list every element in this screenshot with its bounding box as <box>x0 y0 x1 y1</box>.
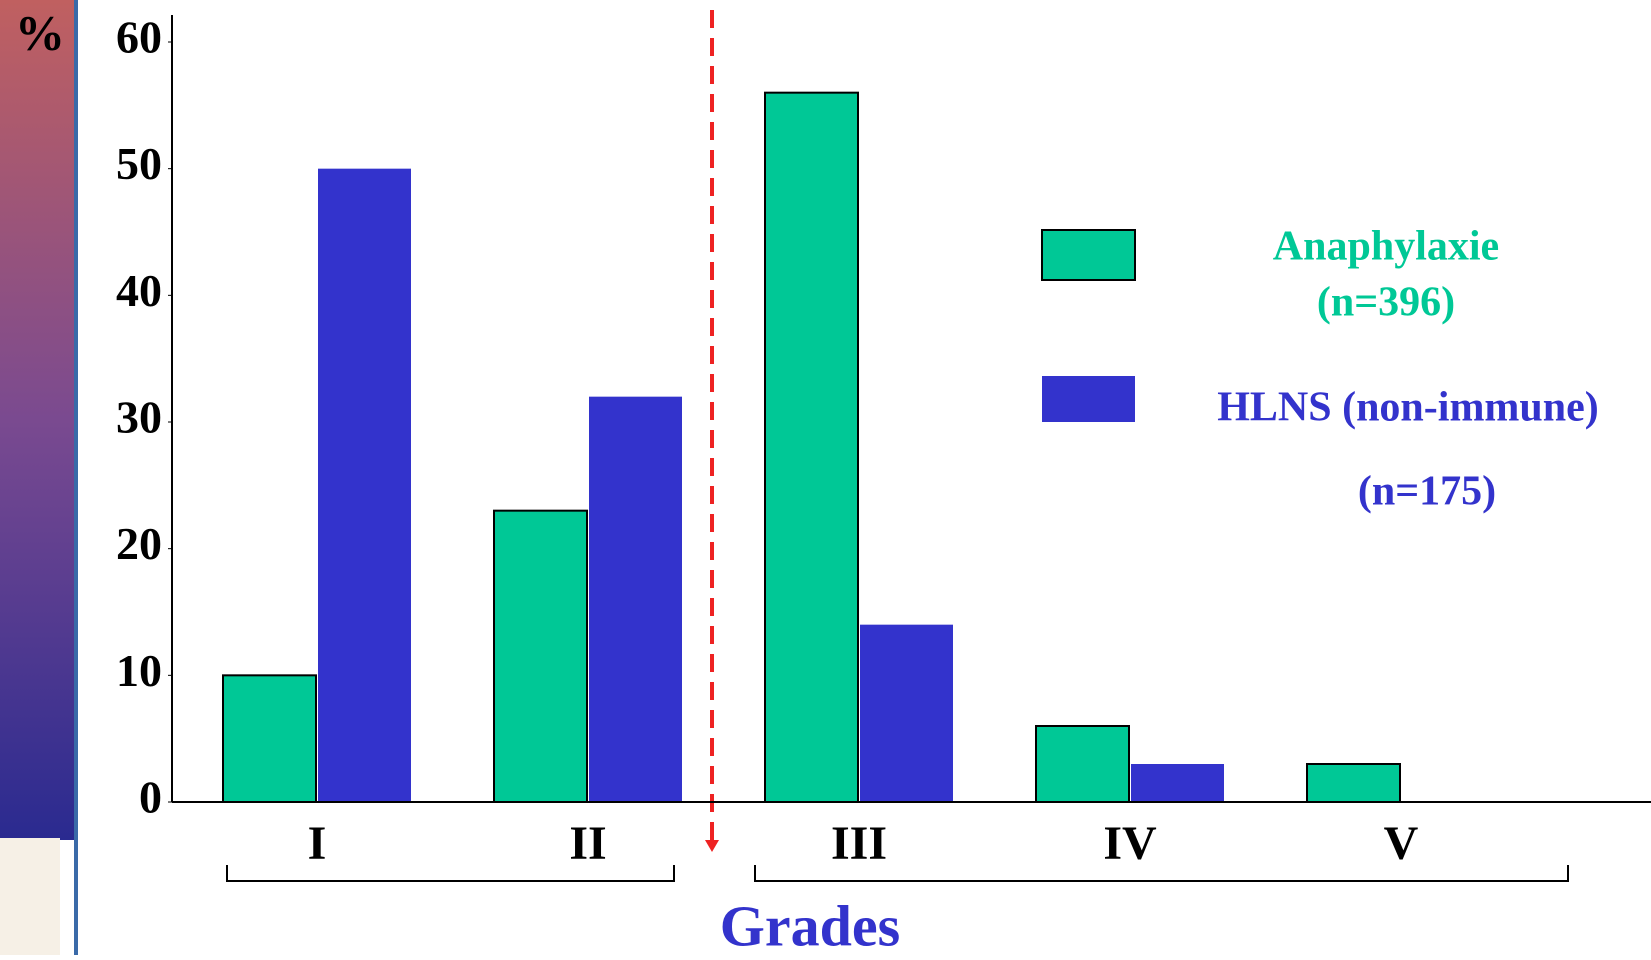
legend-note: (n=175) <box>1358 469 1496 515</box>
bar <box>1307 764 1400 802</box>
y-tick-label: 40 <box>116 265 162 316</box>
y-tick-label: 20 <box>116 518 162 569</box>
separator-arrow <box>705 840 719 852</box>
bar <box>860 625 953 802</box>
y-tick-label: 50 <box>116 138 162 189</box>
x-axis-label: Grades <box>720 893 900 955</box>
chart: % Grades 0102030405060IIIIIIIVVAnaphylax… <box>0 0 1651 955</box>
y-tick-label: 60 <box>116 12 162 63</box>
x-tick-label: II <box>569 817 606 870</box>
y-tick-label: 30 <box>116 392 162 443</box>
legend-swatch <box>1042 376 1135 422</box>
bar <box>589 397 682 802</box>
legend-swatch <box>1042 230 1135 280</box>
bar <box>1131 764 1224 802</box>
bracket <box>227 865 674 881</box>
bar <box>318 169 411 802</box>
page: {"chart_data": {"type": "bar", "y_label"… <box>0 0 1651 955</box>
bar <box>1036 726 1129 802</box>
x-tick-label: III <box>831 817 887 870</box>
legend-label: HLNS (non-immune) <box>1217 385 1599 431</box>
x-tick-label: IV <box>1103 817 1157 870</box>
bar <box>765 93 858 802</box>
legend-note: (n=396) <box>1317 280 1455 326</box>
y-axis-label: % <box>15 4 65 60</box>
bar <box>494 511 587 802</box>
x-tick-label: I <box>308 817 327 870</box>
logo <box>0 838 60 955</box>
x-tick-label: V <box>1384 817 1419 870</box>
y-tick-label: 10 <box>116 645 162 696</box>
y-tick-label: 0 <box>139 772 162 823</box>
side-decoration <box>0 0 74 840</box>
side-border <box>74 0 78 955</box>
legend-label: Anaphylaxie <box>1273 224 1499 270</box>
bar <box>223 675 316 802</box>
